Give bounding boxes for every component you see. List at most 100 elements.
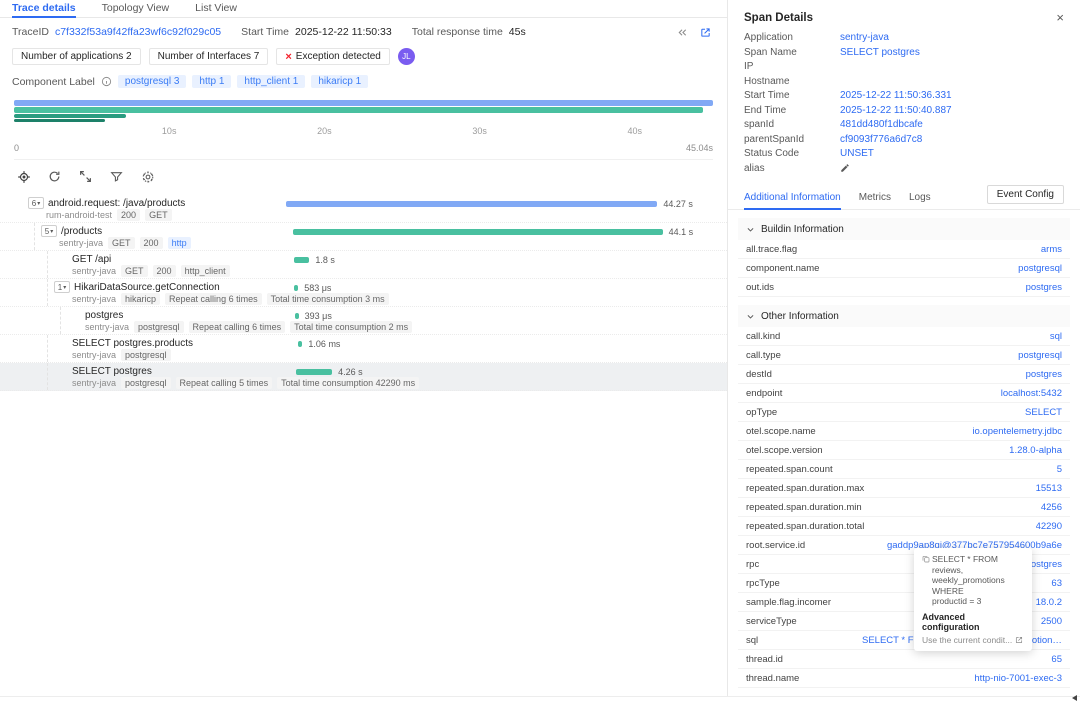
detail-tab-logs[interactable]: Logs bbox=[909, 192, 931, 209]
attr-value[interactable]: arms bbox=[1041, 244, 1062, 255]
attr-value[interactable]: postgres bbox=[1026, 369, 1062, 380]
span-fields: Applicationsentry-javaSpan NameSELECT po… bbox=[728, 32, 1080, 176]
span-duration-bar[interactable] bbox=[294, 257, 309, 263]
field-label: Start Time bbox=[744, 90, 840, 101]
event-config-button[interactable]: Event Config bbox=[987, 185, 1064, 204]
filter-icon[interactable] bbox=[109, 169, 124, 184]
tab-topology-view[interactable]: Topology View bbox=[102, 2, 170, 17]
span-duration-label: 44.1 s bbox=[669, 227, 694, 237]
tree-guide bbox=[47, 363, 48, 390]
span-badge-http: http bbox=[168, 237, 191, 249]
expander-toggle[interactable]: 1▾ bbox=[54, 281, 70, 293]
edit-alias-icon[interactable] bbox=[840, 163, 850, 173]
attr-value[interactable]: 18.0.2 bbox=[1036, 597, 1062, 608]
component-chip-http-1[interactable]: http 1 bbox=[192, 75, 231, 88]
span-row-postgres[interactable]: postgressentry-javapostgresqlRepeat call… bbox=[0, 307, 727, 335]
span-duration-bar[interactable] bbox=[286, 201, 658, 207]
span-duration-bar[interactable] bbox=[295, 313, 299, 319]
span-duration-bar[interactable] bbox=[294, 285, 298, 291]
refresh-icon[interactable] bbox=[47, 169, 62, 184]
attr-value[interactable]: 15513 bbox=[1036, 483, 1062, 494]
field-value[interactable]: UNSET bbox=[840, 148, 874, 159]
span-badge-repeat-calling-6-times: Repeat calling 6 times bbox=[165, 293, 262, 305]
attr-value[interactable]: 63 bbox=[1051, 578, 1062, 589]
span-duration-bar[interactable] bbox=[293, 229, 663, 235]
field-value[interactable] bbox=[840, 163, 850, 176]
tooltip-text: productid = 3 bbox=[922, 596, 1024, 607]
span-title: SELECT postgres.products bbox=[72, 338, 193, 349]
component-chip-postgresql-3[interactable]: postgresql 3 bbox=[118, 75, 186, 88]
horizontal-scrollbar[interactable] bbox=[0, 696, 1080, 701]
span-badge-sentry-java: sentry-java bbox=[72, 266, 116, 276]
trace-id-value[interactable]: c7f332f53a9f42ffa23wf6c92f029c05 bbox=[55, 26, 221, 38]
component-chip-http-client-1[interactable]: http_client 1 bbox=[237, 75, 305, 88]
attr-value[interactable]: 4256 bbox=[1041, 502, 1062, 513]
attr-value[interactable]: io.opentelemetry.jdbc bbox=[972, 426, 1062, 437]
field-value[interactable]: 481dd480f1dbcafe bbox=[840, 119, 923, 130]
span-badge-rum-android-test: rum-android-test bbox=[46, 210, 112, 220]
span-row-get-api[interactable]: GET /apisentry-javaGET200http_client1.8 … bbox=[0, 251, 727, 279]
field-value[interactable]: SELECT postgres bbox=[840, 47, 920, 58]
field-value[interactable]: 2025-12-22 11:50:40.887 bbox=[840, 105, 952, 116]
close-icon[interactable]: × bbox=[1056, 10, 1064, 25]
info-icon[interactable] bbox=[101, 76, 112, 87]
span-duration-label: 4.26 s bbox=[338, 367, 363, 377]
detail-tab-metrics[interactable]: Metrics bbox=[859, 192, 891, 209]
exception-chip[interactable]: × Exception detected bbox=[276, 48, 390, 65]
expander-toggle[interactable]: 6▾ bbox=[28, 197, 44, 209]
attr-value[interactable]: sql bbox=[1050, 331, 1062, 342]
collapse-panel-icon[interactable] bbox=[675, 25, 690, 40]
span-duration-bar[interactable] bbox=[296, 369, 332, 375]
field-value[interactable]: cf9093f776a6d7c8 bbox=[840, 134, 922, 145]
span-row-android-request-java-products[interactable]: 6▾android.request: /java/productsrum-and… bbox=[0, 195, 727, 223]
attr-label: otel.scope.name bbox=[746, 426, 816, 437]
attr-value[interactable]: 42290 bbox=[1036, 521, 1062, 532]
field-row-ip: IP bbox=[744, 61, 1064, 75]
span-badges: sentry-javapostgresqlRepeat calling 5 ti… bbox=[72, 377, 727, 389]
expander-toggle[interactable]: 5▾ bbox=[41, 225, 57, 237]
tree-guide bbox=[47, 335, 48, 362]
panel-title: Span Details × bbox=[728, 0, 1080, 32]
expand-icon[interactable] bbox=[78, 169, 93, 184]
user-badge[interactable]: JL bbox=[398, 48, 415, 65]
share-icon[interactable] bbox=[698, 25, 713, 40]
field-value[interactable]: 2025-12-22 11:50:36.331 bbox=[840, 90, 952, 101]
section-header-buildin-information[interactable]: Buildin Information bbox=[738, 218, 1070, 240]
component-chip-hikaricp-1[interactable]: hikaricp 1 bbox=[311, 75, 368, 88]
tab-trace-details[interactable]: Trace details bbox=[12, 2, 76, 17]
span-badges: sentry-javaGET200http bbox=[59, 237, 727, 249]
tab-list-view[interactable]: List View bbox=[195, 2, 237, 17]
attr-value[interactable]: postgresql bbox=[1018, 263, 1062, 274]
span-badge-get: GET bbox=[121, 265, 148, 277]
attr-row-call-type: call.typepostgresql bbox=[738, 346, 1070, 365]
span-row-hikaridatasource-getconnection[interactable]: 1▾HikariDataSource.getConnectionsentry-j… bbox=[0, 279, 727, 307]
attr-row-out-ids: out.idspostgres bbox=[738, 278, 1070, 297]
field-label: alias bbox=[744, 163, 840, 174]
tooltip-action-link[interactable]: Use the current condit... bbox=[922, 635, 1024, 645]
attr-value[interactable]: SELECT bbox=[1025, 407, 1062, 418]
timeline-minimap[interactable] bbox=[14, 98, 713, 124]
attr-value[interactable]: postgresql bbox=[1018, 350, 1062, 361]
span-row-select-postgres[interactable]: SELECT postgressentry-javapostgresqlRepe… bbox=[0, 363, 727, 391]
attr-value[interactable]: http-nio-7001-exec-3 bbox=[974, 673, 1062, 684]
attr-value[interactable]: localhost:5432 bbox=[1001, 388, 1062, 399]
field-value[interactable]: sentry-java bbox=[840, 32, 889, 43]
copy-icon[interactable] bbox=[922, 555, 930, 563]
field-label: spanId bbox=[744, 119, 840, 130]
span-row-line1: postgres bbox=[67, 307, 727, 321]
span-row-select-postgres-products[interactable]: SELECT postgres.productssentry-javapostg… bbox=[0, 335, 727, 363]
attr-value[interactable]: postgres bbox=[1026, 282, 1062, 293]
attr-value[interactable]: 5 bbox=[1057, 464, 1062, 475]
detail-tab-additional-information[interactable]: Additional Information bbox=[744, 192, 841, 209]
span-row-products[interactable]: 5▾/productssentry-javaGET200http44.1 s bbox=[0, 223, 727, 251]
attr-value[interactable]: 2500 bbox=[1041, 616, 1062, 627]
attr-value[interactable]: 1.28.0-alpha bbox=[1009, 445, 1062, 456]
tree-guide bbox=[47, 279, 48, 306]
section-header-other-information[interactable]: Other Information bbox=[738, 305, 1070, 327]
span-badge-sentry-java: sentry-java bbox=[85, 322, 129, 332]
field-row-span-name: Span NameSELECT postgres bbox=[744, 47, 1064, 61]
attr-value[interactable]: 65 bbox=[1051, 654, 1062, 665]
span-badges: sentry-javaGET200http_client bbox=[72, 265, 727, 277]
settings-icon[interactable] bbox=[140, 169, 155, 184]
locate-icon[interactable] bbox=[16, 169, 31, 184]
